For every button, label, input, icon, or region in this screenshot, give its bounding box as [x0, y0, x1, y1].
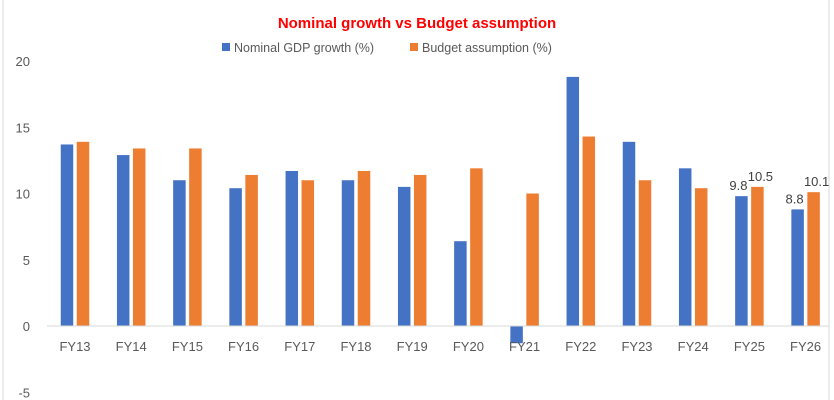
bar-nominal-fy19	[397, 186, 411, 326]
y-tick-label: 20	[16, 54, 30, 69]
bar-nominal-fy22	[566, 76, 580, 327]
x-tick-label: FY19	[397, 339, 428, 354]
bar-nominal-fy24	[678, 168, 692, 326]
bar-nominal-fy15	[173, 180, 186, 326]
bar-budget-fy15	[189, 148, 202, 326]
bar-budget-fy18	[357, 170, 371, 326]
bar-budget-fy13	[76, 141, 90, 326]
legend-swatch-nominal	[222, 43, 230, 51]
data-label: 10.1	[804, 174, 829, 189]
x-tick-label: FY18	[340, 339, 371, 354]
bar-nominal-fy13	[60, 144, 74, 326]
x-tick-label: FY14	[116, 339, 147, 354]
x-tick-label: FY24	[678, 339, 709, 354]
chart-title: Nominal growth vs Budget assumption	[278, 15, 556, 32]
y-tick-label: -5	[18, 385, 30, 400]
y-tick-label: 15	[16, 120, 30, 135]
x-tick-label: FY13	[59, 339, 90, 354]
bar-budget-fy21	[526, 193, 539, 326]
bar-nominal-fy18	[341, 180, 355, 326]
legend: Nominal GDP growth (%) Budget assumption…	[222, 41, 552, 55]
bar-nominal-fy16	[229, 188, 242, 326]
data-label: 9.8	[729, 178, 747, 193]
x-tick-label: FY23	[621, 339, 652, 354]
bar-nominal-fy25	[735, 196, 748, 326]
bar-budget-fy23	[638, 180, 652, 326]
x-tick-label: FY26	[790, 339, 821, 354]
legend-swatch-budget	[410, 43, 418, 51]
bar-budget-fy14	[132, 148, 146, 326]
bar-nominal-fy21	[510, 326, 523, 344]
x-tick-label: FY15	[172, 339, 203, 354]
y-tick-label: 10	[16, 187, 30, 202]
bar-budget-fy19	[413, 174, 427, 326]
legend-label-budget: Budget assumption (%)	[422, 41, 552, 55]
legend-label-nominal: Nominal GDP growth (%)	[234, 41, 374, 55]
bar-budget-fy25	[751, 186, 764, 326]
bar-budget-fy20	[470, 168, 483, 326]
y-tick-label: 0	[23, 319, 30, 334]
x-tick-label: FY16	[228, 339, 259, 354]
bar-budget-fy17	[301, 180, 315, 326]
bar-budget-fy16	[245, 174, 258, 326]
bar-budget-fy24	[694, 188, 708, 326]
y-tick-label: 5	[23, 253, 30, 268]
bar-budget-fy22	[582, 136, 596, 326]
bar-nominal-fy20	[454, 241, 467, 326]
bar-budget-fy26	[807, 192, 820, 326]
data-label: 10.5	[748, 169, 773, 184]
x-tick-label: FY25	[734, 339, 765, 354]
bar-nominal-fy17	[285, 170, 299, 326]
x-tick-label: FY22	[565, 339, 596, 354]
x-tick-label: FY21	[509, 339, 540, 354]
bar-nominal-fy26	[791, 209, 804, 326]
x-tick-label: FY20	[453, 339, 484, 354]
bar-nominal-fy23	[622, 141, 636, 326]
bar-nominal-fy14	[116, 155, 130, 326]
data-label: 8.8	[786, 191, 804, 206]
x-tick-label: FY17	[284, 339, 315, 354]
